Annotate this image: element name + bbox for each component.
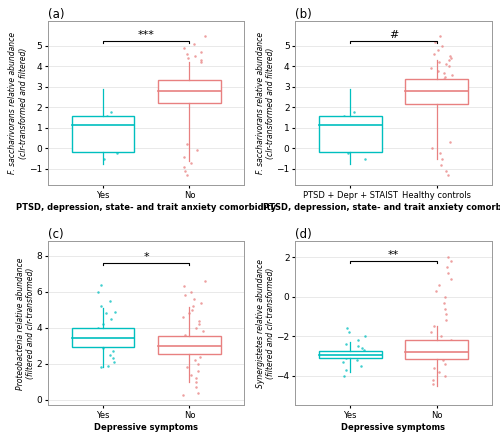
X-axis label: PTSD, depression, state- and trait anxiety comorbidity: PTSD, depression, state- and trait anxie… [264,203,500,212]
Text: (c): (c) [48,228,64,241]
Text: ***: *** [138,30,154,40]
Bar [405,79,468,104]
Bar [405,340,468,359]
Text: (b): (b) [295,8,312,21]
X-axis label: PTSD, depression, state- and trait anxiety comorbidity: PTSD, depression, state- and trait anxie… [16,203,276,212]
Y-axis label: F. saccharivorans relative abundance
(clr-transformed and filtered): F. saccharivorans relative abundance (cl… [256,32,275,174]
Text: #: # [388,30,398,40]
Text: (a): (a) [48,8,64,21]
Bar [318,351,382,358]
X-axis label: Depressive symptoms: Depressive symptoms [342,423,446,432]
Text: (d): (d) [295,228,312,241]
Bar [318,116,382,151]
X-axis label: Depressive symptoms: Depressive symptoms [94,423,198,432]
Text: *: * [144,252,149,262]
Text: **: ** [388,250,399,260]
Y-axis label: Synergistetes relative abundance
(filtered and clr-transformed): Synergistetes relative abundance (filter… [256,259,275,388]
Y-axis label: Proteobacteria relative abundance
(filtered and clr-transformed): Proteobacteria relative abundance (filte… [16,257,35,389]
Bar [158,336,221,354]
Bar [158,80,221,103]
Bar [72,328,134,347]
Y-axis label: F. saccharivorans relative abundance
(clr-transformed and filtered): F. saccharivorans relative abundance (cl… [8,32,28,174]
Bar [72,116,134,151]
